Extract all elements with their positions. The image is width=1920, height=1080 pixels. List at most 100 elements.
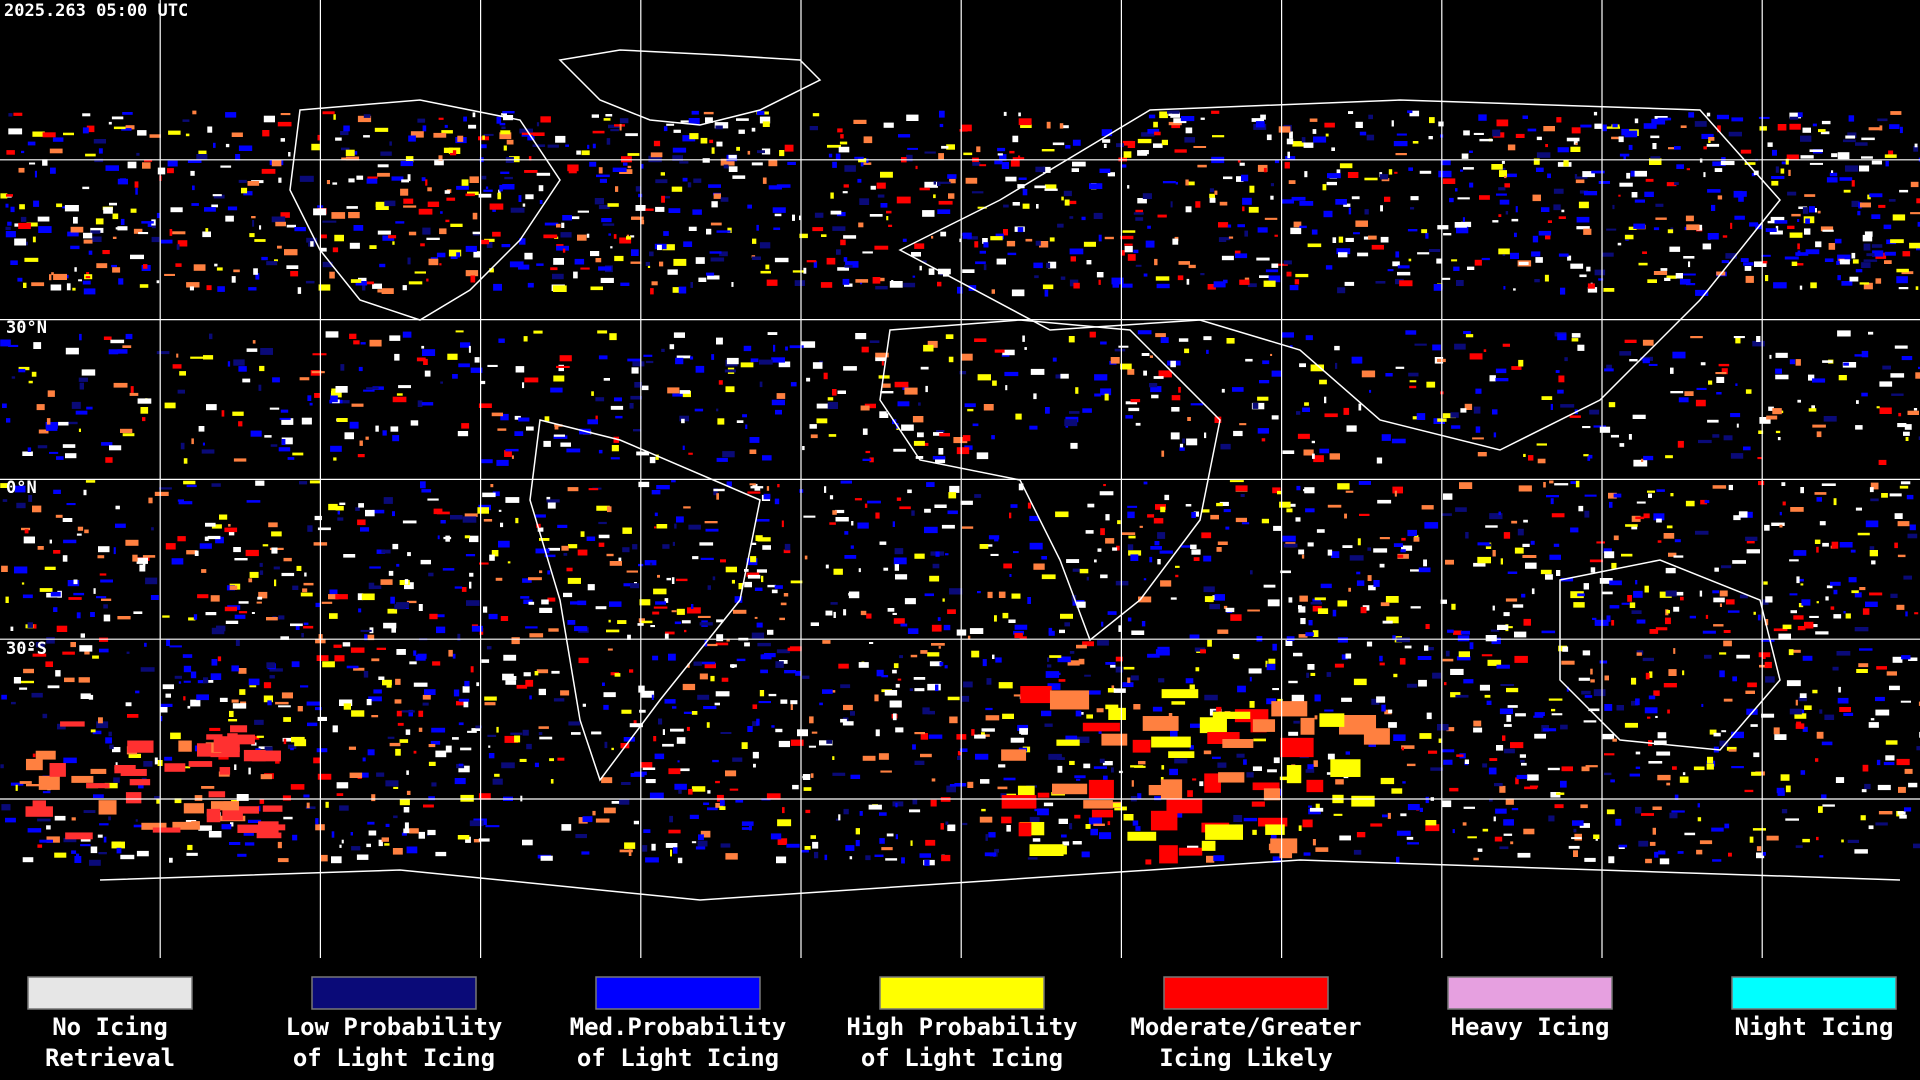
cloud-pixel: [619, 118, 629, 124]
cloud-pixel: [356, 175, 364, 180]
cloud-pixel: [1001, 354, 1010, 357]
cloud-pixel: [840, 480, 852, 484]
cloud-pixel: [1450, 668, 1464, 675]
cloud-pixel: [982, 659, 987, 667]
cloud-pixel: [1716, 114, 1729, 120]
cloud-pixel: [1265, 269, 1279, 273]
cloud-pixel: [1286, 636, 1295, 641]
cloud-pixel: [1560, 724, 1568, 730]
cloud-pixel: [133, 824, 147, 828]
cloud-pixel: [18, 222, 31, 229]
cloud-pixel: [810, 773, 814, 778]
cloud-pixel: [934, 504, 947, 508]
cloud-pixel: [90, 846, 98, 854]
cloud-pixel: [290, 623, 303, 627]
cloud-pixel: [1047, 683, 1061, 690]
cloud-pixel: [228, 531, 235, 536]
cloud-pixel: [1014, 632, 1023, 639]
cloud-pixel: [949, 716, 958, 724]
cloud-pixel: [363, 135, 370, 138]
cloud-pixel: [1304, 402, 1309, 406]
cloud-pixel: [1753, 752, 1760, 758]
cloud-pixel: [1273, 757, 1280, 764]
cloud-pixel: [589, 161, 597, 167]
cloud-pixel: [1899, 485, 1909, 489]
cloud-pixel: [1213, 281, 1226, 288]
cloud-pixel: [62, 651, 75, 655]
cloud-pixel: [1688, 261, 1691, 268]
cloud-pixel: [281, 572, 295, 577]
cloud-pixel: [554, 423, 559, 430]
cloud-pixel: [1746, 549, 1760, 554]
cloud-pixel: [780, 602, 787, 606]
cloud-pixel: [1373, 580, 1380, 587]
cloud-pixel: [80, 693, 91, 699]
cloud-pixel: [1896, 268, 1909, 273]
cloud-pixel: [994, 349, 1005, 353]
icing-patch: [1252, 719, 1276, 732]
cloud-pixel: [1251, 118, 1264, 122]
cloud-pixel: [1822, 360, 1833, 363]
cloud-pixel: [674, 621, 682, 625]
cloud-pixel: [213, 194, 225, 199]
cloud-pixel: [1364, 209, 1369, 215]
cloud-pixel: [1187, 181, 1195, 186]
cloud-pixel: [1731, 117, 1744, 122]
cloud-pixel: [1863, 259, 1878, 262]
cloud-pixel: [1756, 336, 1761, 342]
cloud-pixel: [1648, 363, 1658, 366]
cloud-pixel: [1545, 144, 1548, 148]
cloud-pixel: [406, 790, 411, 795]
cloud-pixel: [711, 201, 718, 208]
cloud-pixel: [369, 339, 382, 347]
cloud-pixel: [891, 280, 894, 284]
cloud-pixel: [160, 716, 163, 722]
cloud-pixel: [1674, 146, 1681, 150]
cloud-pixel: [991, 435, 995, 440]
cloud-pixel: [134, 181, 139, 188]
cloud-pixel: [1440, 160, 1451, 166]
cloud-pixel: [770, 833, 782, 840]
cloud-pixel: [1648, 695, 1656, 700]
cloud-pixel: [1035, 240, 1041, 246]
cloud-pixel: [547, 597, 556, 602]
cloud-pixel: [1577, 344, 1585, 351]
cloud-pixel: [828, 434, 837, 437]
cloud-pixel: [725, 853, 738, 860]
cloud-pixel: [1647, 279, 1657, 283]
cloud-pixel: [1484, 694, 1491, 698]
cloud-pixel: [408, 709, 413, 717]
cloud-pixel: [1299, 225, 1307, 229]
cloud-pixel: [723, 164, 729, 169]
cloud-pixel: [1875, 278, 1882, 284]
cloud-pixel: [975, 753, 989, 760]
cloud-pixel: [422, 349, 436, 356]
cloud-pixel: [254, 239, 266, 242]
cloud-pixel: [355, 507, 360, 511]
cloud-pixel: [1553, 543, 1560, 547]
cloud-pixel: [20, 680, 34, 684]
cloud-pixel: [1442, 277, 1451, 280]
cloud-pixel: [216, 625, 226, 632]
cloud-pixel: [1514, 232, 1517, 238]
cloud-pixel: [1135, 264, 1142, 267]
cloud-pixel: [1005, 385, 1008, 391]
cloud-pixel: [317, 527, 331, 531]
cloud-pixel: [843, 235, 857, 239]
cloud-pixel: [1500, 684, 1514, 686]
cloud-pixel: [1712, 485, 1727, 489]
cloud-pixel: [365, 436, 369, 440]
cloud-pixel: [1167, 110, 1180, 114]
cloud-pixel: [610, 246, 613, 249]
cloud-pixel: [1323, 210, 1333, 218]
cloud-pixel: [674, 523, 677, 529]
cloud-pixel: [906, 114, 919, 121]
cloud-pixel: [943, 624, 951, 631]
cloud-pixel: [540, 116, 551, 123]
cloud-pixel: [252, 340, 256, 344]
cloud-pixel: [1353, 678, 1367, 686]
cloud-pixel: [1751, 771, 1762, 776]
cloud-pixel: [115, 505, 120, 510]
cloud-pixel: [1868, 722, 1879, 728]
cloud-pixel: [5, 596, 9, 603]
